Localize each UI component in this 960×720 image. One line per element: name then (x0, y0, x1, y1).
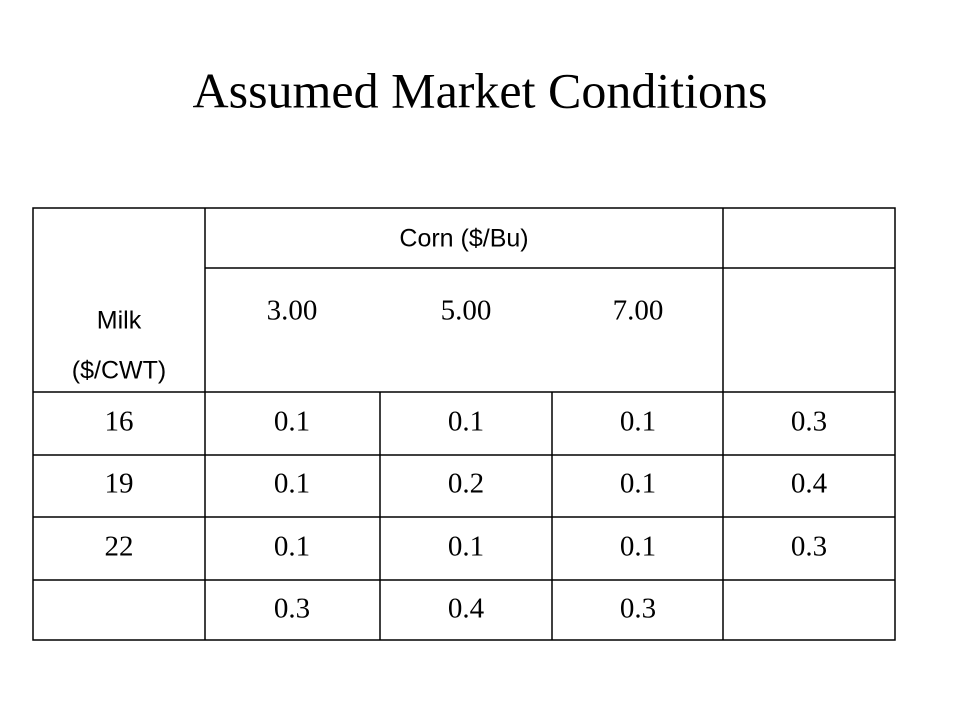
table-cell: 0.3 (791, 406, 827, 438)
corn-label: Corn ($/Bu) (399, 225, 528, 253)
table-cell: 0.1 (274, 468, 310, 500)
table-cell: 0.4 (791, 468, 828, 500)
milk-unit: ($/CWT) (72, 357, 166, 385)
table-frame (32, 207, 896, 641)
table-cell: 0.1 (620, 406, 656, 438)
table-cell: 0.1 (620, 468, 656, 500)
total-cell: 0.4 (448, 593, 485, 625)
table-cell: 0.3 (791, 531, 827, 563)
milk-price: 16 (105, 406, 134, 438)
table-cell: 0.1 (274, 406, 310, 438)
slide-title: Assumed Market Conditions (193, 62, 768, 118)
table-cell: 0.1 (448, 406, 484, 438)
milk-price: 19 (105, 468, 134, 500)
total-cell: 0.3 (274, 593, 310, 625)
table-cell: 0.1 (274, 531, 310, 563)
milk-label: Milk (97, 307, 142, 335)
corn-price: 7.00 (613, 295, 664, 327)
corn-price: 3.00 (267, 295, 318, 327)
table-cell: 0.2 (448, 468, 484, 500)
table-cell: 0.1 (448, 531, 484, 563)
total-cell: 0.3 (620, 593, 656, 625)
table-cell: 0.1 (620, 531, 656, 563)
milk-price: 22 (105, 531, 134, 563)
corn-price: 5.00 (441, 295, 492, 327)
